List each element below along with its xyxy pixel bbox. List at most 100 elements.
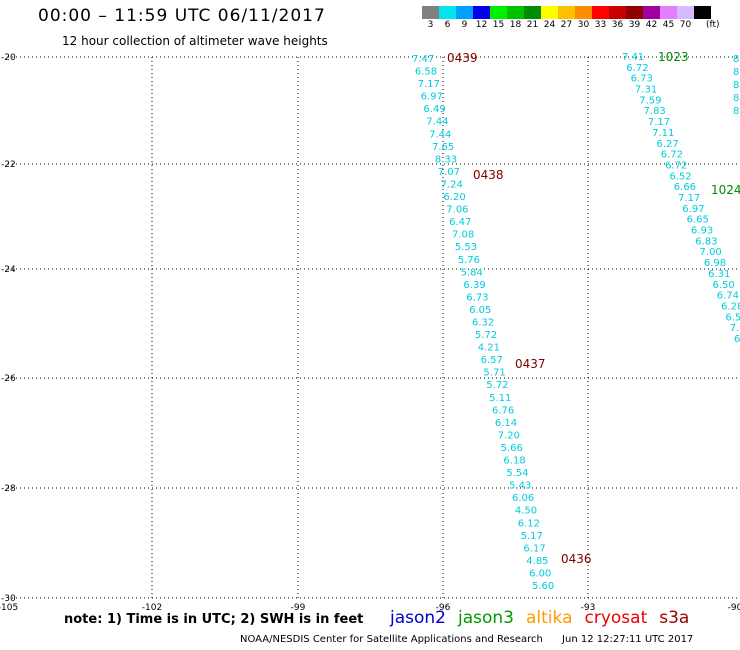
swh-value-label: 7.07 [438,167,460,178]
colorbar-swatch [626,6,643,19]
swh-value-label: 6.83 [695,236,717,247]
colorbar-label: 18 [509,20,522,30]
time-label: 0437 [515,357,546,371]
swh-value-label: 7.17 [418,79,440,90]
swh-value-label: 5.84 [461,267,483,278]
colorbar-label: 3 [427,20,434,30]
swh-value-label: 8 [733,106,739,117]
colorbar-swatch [456,6,473,19]
footer-timestamp: Jun 12 12:27:11 UTC 2017 [562,634,694,645]
lat-tick-label: -28 [1,484,16,494]
swh-value-label: 5.72 [475,330,497,341]
swh-value-label: 8. [733,54,740,65]
swh-value-label: 7.65 [432,142,454,153]
swh-value-label: 7.17 [678,193,700,204]
colorbar-label: 42 [645,20,658,30]
footer-credit: NOAA/NESDIS Center for Satellite Applica… [240,634,543,645]
swh-value-label: 7.00 [700,247,722,258]
swh-value-label: 6.05 [469,305,491,316]
swh-value-label: 4.85 [526,556,548,567]
swh-value-label: 4.50 [515,506,537,517]
time-label: 0438 [473,168,504,182]
colorbar-label: 33 [594,20,607,30]
swh-value-label: 6.76 [492,405,514,416]
swh-value-label: 6.72 [626,63,648,74]
swh-value-label: 6.98 [704,258,726,269]
legend-cryosat: cryosat [584,608,648,628]
colorbar-label: 9 [461,20,468,30]
colorbar-label: 21 [526,20,539,30]
colorbar-label: 39 [628,20,641,30]
swh-value-label: 8 [733,93,739,104]
footer: NOAA/NESDIS Center for Satellite Applica… [240,634,693,645]
swh-value-label: 6.97 [682,204,704,215]
swh-value-label: 6.39 [463,280,485,291]
legend-s3a: s3a [659,608,690,628]
swh-value-label: 5.60 [532,581,554,592]
swh-value-label: 6.06 [512,493,534,504]
colorbar-swatch [592,6,609,19]
swh-value-label: 6.14 [495,418,517,429]
swh-value-label: 6.93 [691,226,713,237]
colorbar-swatch [422,6,439,19]
map-subtitle: 12 hour collection of altimeter wave hei… [62,34,328,48]
swh-value-label: 6.52 [669,171,691,182]
swh-value-label: 7.83 [644,106,666,117]
swh-value-label: 6.12 [518,518,540,529]
swh-value-label: 6.17 [523,543,545,554]
lon-tick-label: -102 [142,603,162,613]
swh-value-label: 6.74 [717,291,739,302]
swh-value-label: 4.21 [478,343,500,354]
swh-value-label: 7.06 [446,205,468,216]
map-title: 00:00 – 11:59 UTC 06/11/2017 [38,6,326,26]
colorbar-swatch [558,6,575,19]
colorbar-label: 12 [475,20,488,30]
colorbar-swatch [473,6,490,19]
swh-value-label: 7.41 [622,52,644,63]
note-text: note: 1) Time is in UTC; 2) SWH is in fe… [64,612,364,627]
swh-value-label: 5.17 [521,531,543,542]
time-label: 0436 [561,552,592,566]
swh-value-label: 5.54 [506,468,528,479]
time-label: 0439 [447,51,478,65]
colorbar-swatch [694,6,711,19]
lat-tick-label: -24 [1,265,16,275]
lon-tick-label: -90 [728,603,740,613]
colorbar [422,6,711,19]
colorbar-unit: (ft) [706,20,720,30]
lat-tick-label: -20 [1,53,16,63]
colorbar-swatch [490,6,507,19]
swh-value-label: 5.66 [501,443,523,454]
swh-value-label: 8 [733,80,739,91]
swh-value-label: 8 [733,67,739,78]
swh-value-label: 7.08 [452,230,474,241]
swh-value-label: 7.47 [412,54,434,65]
swh-value-label: 5.11 [489,393,511,404]
swh-value-label: 7.17 [648,117,670,128]
swh-value-label: 6.18 [503,456,525,467]
swh-value-label: 7.11 [652,128,674,139]
lon-tick-label: -96 [436,603,451,613]
swh-value-label: 6.73 [466,292,488,303]
swh-value-label: 6.5 [725,312,740,323]
swh-value-label: 6.27 [656,139,678,150]
lon-tick-label: -99 [291,603,306,613]
legend-altika: altika [526,608,573,628]
colorbar-swatch [439,6,456,19]
swh-value-label: 6.20 [443,192,465,203]
satellite-legend: jason2 jason3 altika cryosat s3a [390,608,701,628]
colorbar-swatch [677,6,694,19]
legend-jason2: jason2 [390,608,446,628]
swh-value-label: 8.33 [435,154,457,165]
swh-value-label: 6.49 [423,104,445,115]
lon-tick-label: -105 [0,603,18,613]
swh-value-label: 7.20 [498,430,520,441]
swh-value-label: 6 [734,334,740,345]
swh-value-label: 7.59 [639,95,661,106]
swh-value-label: 7.31 [635,85,657,96]
swh-value-label: 5.43 [509,481,531,492]
swh-value-label: 6.72 [661,150,683,161]
colorbar-label: 30 [577,20,590,30]
lon-tick-label: -93 [581,603,596,613]
